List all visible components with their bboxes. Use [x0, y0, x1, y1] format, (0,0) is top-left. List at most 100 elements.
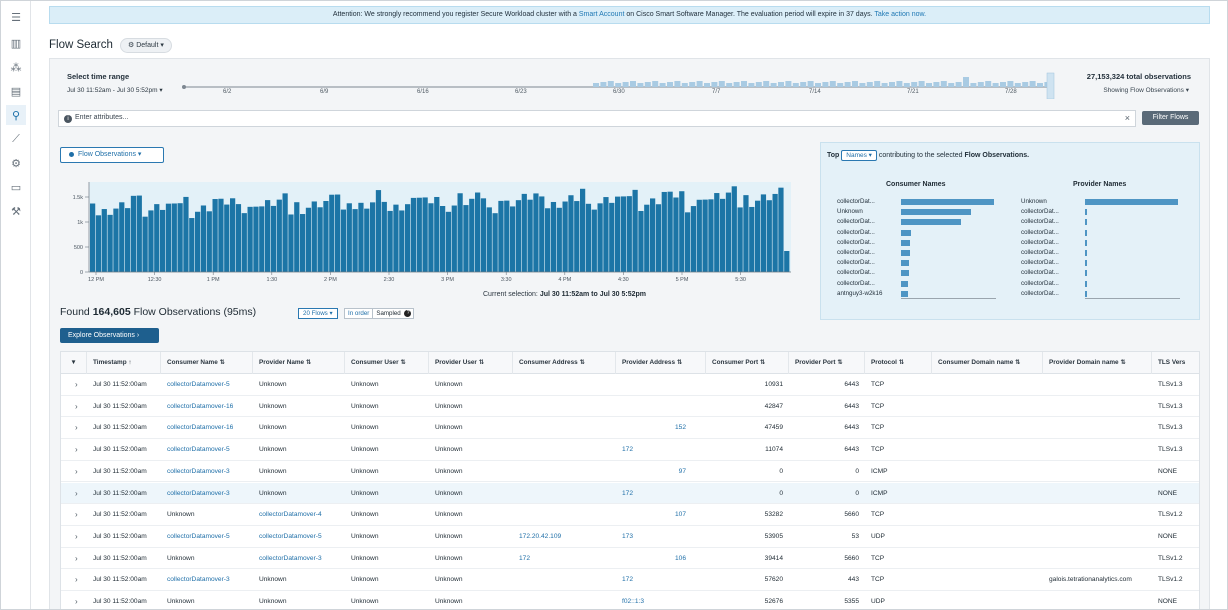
expand-row-icon[interactable]: ›: [75, 510, 78, 520]
provider-name-bar[interactable]: [1085, 260, 1087, 267]
cell-paddr[interactable]: 152: [674, 424, 686, 432]
column-header[interactable]: Provider Address ⇅: [616, 352, 706, 374]
table-row[interactable]: › Jul 30 11:52:00am collectorDatamover-5 Un…: [61, 374, 1199, 396]
names-dropdown[interactable]: Names ▾: [841, 150, 877, 161]
column-header[interactable]: Timestamp ↑: [87, 352, 161, 374]
column-header[interactable]: Consumer User ⇅: [345, 352, 429, 374]
provider-name-bar[interactable]: [1085, 270, 1087, 277]
cell-caddr[interactable]: 172: [519, 554, 531, 562]
cell-cname[interactable]: collectorDatamover-3: [167, 467, 230, 475]
expand-row-icon[interactable]: ›: [75, 423, 78, 433]
cell-caddr[interactable]: 172.20.42.109: [519, 532, 562, 540]
cell-cname[interactable]: collectorDatamover-3: [167, 576, 230, 584]
consumer-name-bar[interactable]: [901, 290, 908, 297]
provider-name-bar[interactable]: [1085, 229, 1087, 236]
table-row[interactable]: › Jul 30 11:52:00am collectorDatamover-5 Un…: [61, 439, 1199, 461]
column-header[interactable]: Provider Domain name ⇅: [1043, 352, 1152, 374]
cell-cname[interactable]: collectorDatamover-5: [167, 446, 230, 454]
topology-icon[interactable]: ⁂: [10, 61, 22, 74]
help-icon[interactable]: ?: [403, 310, 411, 317]
expand-row-icon[interactable]: ›: [75, 531, 78, 541]
table-row[interactable]: › Jul 30 11:52:00am collectorDatamover-5 co…: [61, 526, 1199, 548]
column-header[interactable]: Consumer Port ⇅: [706, 352, 789, 374]
consumer-name-bar[interactable]: [901, 239, 911, 246]
cell-cname[interactable]: collectorDatamover-16: [167, 402, 234, 410]
tools-icon[interactable]: ⚒: [11, 205, 21, 218]
cell-pname[interactable]: collectorDatamover-3: [259, 554, 322, 562]
expand-row-icon[interactable]: ›: [75, 597, 78, 606]
settings-gear-icon[interactable]: ⚙: [11, 157, 21, 170]
column-header[interactable]: Consumer Name ⇅: [161, 352, 253, 374]
hamburger-menu-icon[interactable]: ☰: [11, 11, 21, 24]
in-order-option[interactable]: In order: [345, 309, 374, 318]
consumer-name-bar[interactable]: [901, 250, 911, 256]
table-row[interactable]: › Jul 30 11:52:00am Unknown collectorDatamo…: [61, 504, 1199, 526]
column-header[interactable]: Protocol ⇅: [865, 352, 932, 374]
cell-paddr[interactable]: f02::1:3: [622, 598, 644, 605]
table-row[interactable]: › Jul 30 11:52:00am collectorDatamover-16 U…: [61, 396, 1199, 418]
cell-pname[interactable]: collectorDatamover-5: [259, 532, 322, 540]
analytics-icon[interactable]: ⟋: [12, 132, 20, 145]
cell-cname[interactable]: collectorDatamover-16: [167, 424, 234, 432]
expand-row-icon[interactable]: ›: [75, 553, 78, 563]
consumer-name-bar[interactable]: [901, 209, 971, 216]
provider-name-bar[interactable]: [1085, 239, 1087, 246]
order-toggle[interactable]: In order Sampled ?: [344, 308, 414, 319]
explore-observations-button[interactable]: Explore Observations ›: [60, 328, 159, 343]
cell-cname[interactable]: collectorDatamover-5: [167, 381, 230, 388]
expand-row-icon[interactable]: ›: [75, 488, 78, 498]
expand-row-icon[interactable]: ›: [75, 575, 78, 585]
provider-name-bar[interactable]: [1085, 280, 1087, 287]
table-row[interactable]: › Jul 30 11:52:00am collectorDatamover-3 Un…: [61, 569, 1199, 591]
table-row[interactable]: › Jul 30 11:52:00am Unknown Unknown Unknown U…: [61, 591, 1199, 609]
take-action-link[interactable]: Take action now.: [874, 11, 927, 18]
consumer-name-bar[interactable]: [901, 219, 962, 226]
dashboard-icon[interactable]: ▥: [10, 37, 22, 50]
sampled-option[interactable]: Sampled: [376, 310, 401, 317]
provider-name-bar[interactable]: [1085, 209, 1087, 216]
smart-account-link[interactable]: Smart Account: [578, 11, 625, 18]
expand-row-icon[interactable]: ›: [75, 466, 78, 476]
time-range-dropdown[interactable]: Jul 30 11:52am - Jul 30 5:52pm ▾: [67, 87, 163, 94]
showing-dropdown[interactable]: Showing Flow Observations ▾: [1103, 87, 1189, 94]
column-header[interactable]: Provider Port ⇅: [789, 352, 865, 374]
timeline-brush[interactable]: [181, 67, 1056, 99]
flow-search-icon[interactable]: ⚲: [6, 105, 26, 125]
table-row[interactable]: › Jul 30 11:52:00am collectorDatamover-16 U…: [61, 417, 1199, 440]
cell-pname[interactable]: collectorDatamover-4: [259, 511, 322, 519]
info-icon[interactable]: i: [64, 115, 72, 123]
table-row[interactable]: › Jul 30 11:52:00am collectorDatamover-3 Un…: [61, 461, 1199, 483]
attribute-filter-input[interactable]: i Enter attributes... ×: [58, 110, 1136, 127]
column-header[interactable]: Consumer Domain name ⇅: [932, 352, 1043, 374]
consumer-name-bar[interactable]: [901, 229, 912, 236]
clear-icon[interactable]: ×: [1124, 113, 1130, 123]
consumer-name-bar[interactable]: [901, 199, 994, 205]
page-size-dropdown[interactable]: 20 Flows ▾: [298, 308, 338, 319]
column-filter-icon[interactable]: ▼: [61, 352, 87, 374]
provider-name-bar[interactable]: [1085, 219, 1087, 226]
expand-row-icon[interactable]: ›: [75, 380, 78, 389]
column-header[interactable]: TLS Vers: [1152, 352, 1199, 374]
consumer-name-bar[interactable]: [901, 260, 910, 267]
inventory-icon[interactable]: ▤: [10, 85, 22, 98]
provider-name-bar[interactable]: [1085, 199, 1178, 205]
cell-paddr[interactable]: 106: [674, 554, 686, 562]
table-row[interactable]: › Jul 30 11:52:00am Unknown collectorDatamo…: [61, 548, 1199, 570]
cell-paddr[interactable]: 172: [622, 446, 634, 454]
expand-row-icon[interactable]: ›: [75, 445, 78, 455]
table-row[interactable]: › Jul 30 11:52:00am collectorDatamover-3 Un…: [61, 482, 1199, 505]
consumer-name-bar[interactable]: [901, 280, 909, 287]
metric-dropdown[interactable]: Flow Observations ▾: [60, 147, 164, 163]
expand-row-icon[interactable]: ›: [75, 401, 78, 411]
cell-paddr[interactable]: 173: [622, 532, 634, 540]
provider-name-bar[interactable]: [1085, 290, 1087, 297]
cell-paddr[interactable]: 172: [622, 489, 634, 497]
platform-icon[interactable]: ▭: [10, 181, 22, 194]
cell-paddr[interactable]: 172: [622, 576, 634, 584]
column-header[interactable]: Consumer Address ⇅: [513, 352, 616, 374]
consumer-name-bar[interactable]: [901, 270, 910, 277]
cell-paddr[interactable]: 97: [678, 467, 686, 475]
column-header[interactable]: Provider User ⇅: [429, 352, 513, 374]
provider-name-bar[interactable]: [1085, 250, 1087, 256]
observations-histogram[interactable]: 1.5k 1k 500 0 12 PM 12:30 1 PM 1:30 2 PM 2:30 3 P…: [59, 179, 794, 289]
